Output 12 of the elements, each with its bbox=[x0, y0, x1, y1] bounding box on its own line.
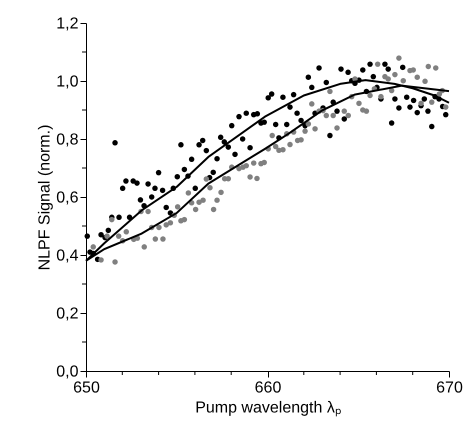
y-axis-title: NLPF Signal (norm.) bbox=[36, 124, 54, 270]
y-tick-label: 0,2 bbox=[56, 306, 79, 322]
y-tick-label: 0,6 bbox=[56, 190, 79, 206]
x-axis-title: Pump wavelength λₚ bbox=[195, 400, 341, 416]
y-tick-label: 1,0 bbox=[56, 74, 79, 90]
x-tick-label: 650 bbox=[73, 380, 100, 396]
y-tick-label: 0,8 bbox=[56, 132, 79, 148]
x-tick-label: 660 bbox=[254, 380, 282, 396]
y-tick-label: 0,4 bbox=[56, 248, 79, 264]
y-tick-label: 1,2 bbox=[56, 16, 79, 32]
y-tick-label: 0,0 bbox=[56, 364, 79, 380]
x-tick-label: 670 bbox=[436, 380, 463, 396]
